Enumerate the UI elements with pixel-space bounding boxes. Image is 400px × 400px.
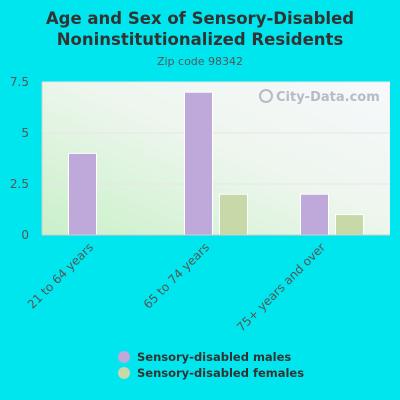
legend: Sensory-disabled males Sensory-disabled f… [118,350,304,380]
bars [68,91,364,236]
legend-label: Sensory-disabled males [137,350,291,364]
bar-males [68,152,97,236]
legend-swatch [118,351,130,363]
legend-swatch [118,367,130,379]
watermark: City-Data.com [259,89,380,105]
bar-males [184,91,213,236]
bar-females [219,193,248,236]
y-tick-label: 7.5 [10,75,29,89]
plot-area [42,82,390,235]
chart-title-line-2: Noninstitutionalized Residents [57,30,344,49]
x-tick-label: 65 to 74 years [141,240,212,311]
x-tick-labels: 21 to 64 years 65 to 74 years 75+ years an… [25,240,328,334]
legend-label: Sensory-disabled females [137,366,304,380]
chart-title-line-1: Age and Sex of Sensory-Disabled [46,9,354,28]
bar-females [335,214,364,236]
bar-males [300,193,329,236]
y-tick-label: 5 [21,126,29,140]
y-tick-label: 2.5 [10,177,29,191]
x-tick-label: 21 to 64 years [25,240,96,311]
y-tick-label: 0 [21,228,29,242]
chart-subtitle: Zip code 98342 [157,55,243,68]
y-tick-labels: 0 2.5 5 7.5 [10,75,29,242]
watermark-icon [259,89,273,103]
gridlines [42,81,390,185]
watermark-text: City-Data.com [276,90,380,105]
x-tick-label: 75+ years and over [234,240,328,334]
